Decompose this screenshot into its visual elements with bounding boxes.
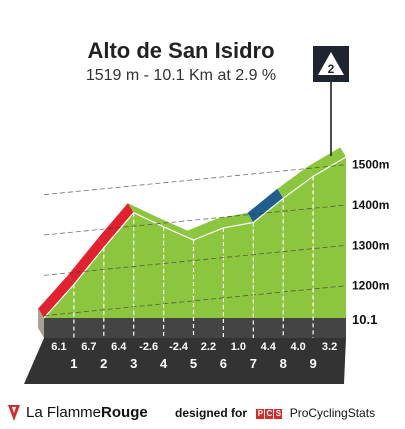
pcs-name: ProCyclingStats <box>289 406 376 420</box>
elevation-gridline <box>43 244 347 276</box>
profile-segment-area <box>163 226 194 318</box>
brand-bold: Rouge <box>101 404 148 421</box>
gradient-label: 1.0 <box>231 341 246 353</box>
profile-segment-top <box>127 202 164 227</box>
elevation-gridline <box>43 285 347 317</box>
profile-segment-area <box>283 176 314 318</box>
credit[interactable]: designed for P C S ProCyclingStats <box>175 406 375 420</box>
gradient-label: 4.0 <box>291 341 306 353</box>
category-label: 2 <box>328 62 335 76</box>
profile-base-band <box>24 338 346 384</box>
elevation-tick-label: 1400m <box>352 198 389 212</box>
gradient-label: -2.6 <box>139 341 158 353</box>
climb-title: Alto de San Isidro <box>87 38 275 63</box>
profile-segment-area <box>223 222 254 318</box>
climb-subtitle: 1519 m - 10.1 Km at 2.9 % <box>85 67 277 84</box>
profile-segment-top <box>277 166 314 199</box>
designed-for-label: designed for <box>175 406 248 420</box>
profile-segment-top <box>247 188 284 223</box>
gradient-label: 6.1 <box>51 341 66 353</box>
profile-front-face <box>44 318 346 338</box>
km-label: 9 <box>309 356 316 371</box>
distance-label: 10.1 <box>352 312 377 327</box>
pcs-letter-p: P <box>256 408 265 419</box>
footer: La FlammeRouge designed for P C S ProCyc… <box>0 396 405 426</box>
gradient-label: 2.2 <box>201 341 216 353</box>
pcs-letter-s: S <box>274 408 283 419</box>
flame-logo-icon <box>8 405 20 422</box>
elevation-gridline <box>43 164 347 196</box>
km-label: 5 <box>190 356 197 371</box>
pcs-logo-icon: P C S <box>256 408 283 419</box>
profile-segment-top <box>97 202 134 248</box>
profile-segment-top <box>38 274 74 318</box>
gradient-label: 4.4 <box>261 341 277 353</box>
elevation-tick-label: 1200m <box>352 279 389 293</box>
gradient-label: -2.4 <box>169 341 189 353</box>
profile-segment-area <box>193 227 224 318</box>
km-label: 7 <box>250 356 257 371</box>
profile-segment-area <box>253 198 284 318</box>
gradient-label: 6.7 <box>81 341 96 353</box>
elevation-tick-label: 1300m <box>352 238 389 252</box>
gradient-label: 3.2 <box>322 341 337 353</box>
profile-back-outline <box>37 146 341 309</box>
la-flamme-rouge-brand[interactable]: La FlammeRouge <box>8 404 148 422</box>
km-label: 2 <box>100 356 107 371</box>
profile-segment-area <box>313 157 346 318</box>
profile-segment-top <box>307 147 346 177</box>
km-label: 6 <box>220 356 227 371</box>
pcs-letter-c: C <box>265 408 274 419</box>
climb-profile-chart: 1200m 1300m 1400m 1500m 10.1 6.1 6.7 6.4 -2.6 -2.… <box>24 46 389 384</box>
km-label: 3 <box>130 356 137 371</box>
gradient-label: 6.4 <box>111 341 127 353</box>
km-label: 8 <box>280 356 287 371</box>
profile-segment-top <box>187 217 224 241</box>
km-label: 4 <box>160 356 168 371</box>
mountain-icon <box>318 52 344 75</box>
profile-segment-area <box>73 247 104 318</box>
elevation-tick-label: 1500m <box>352 158 389 172</box>
km-label: 1 <box>70 356 77 371</box>
profile-segment-top <box>67 237 104 285</box>
elevation-gridline <box>43 204 347 236</box>
brand-prefix: La Flamme <box>26 404 102 421</box>
